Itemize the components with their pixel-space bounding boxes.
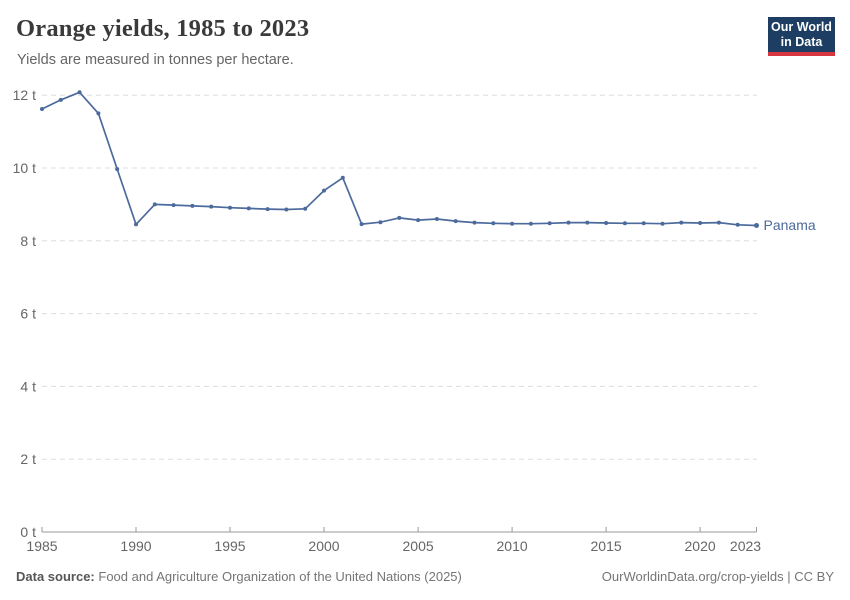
data-point-marker — [453, 219, 458, 224]
data-point-marker — [152, 202, 157, 207]
owid-logo-text: Our World in Data — [768, 17, 835, 52]
data-point-marker — [228, 205, 232, 210]
data-point-marker — [303, 206, 308, 211]
y-tick-label: 10 t — [13, 160, 36, 176]
data-point-marker — [698, 221, 703, 225]
data-point-marker — [716, 220, 721, 225]
series-line-panama[interactable] — [41, 91, 758, 227]
data-point-marker — [416, 218, 421, 223]
data-point-marker — [397, 215, 402, 220]
data-point-marker — [96, 111, 101, 116]
y-axis-tick-labels: 0 t 2 t 4 t 6 t 8 t 10 t 12 t — [13, 87, 36, 540]
chart-subtitle: Yields are measured in tonnes per hectar… — [17, 52, 294, 68]
data-point-marker — [528, 221, 533, 226]
data-point-marker — [641, 221, 646, 226]
data-source-text: Food and Agriculture Organization of the… — [98, 569, 462, 584]
data-point-marker — [246, 206, 251, 211]
data-point-marker — [585, 220, 590, 225]
data-point-marker — [359, 222, 364, 227]
owid-logo-line1: Our World — [771, 20, 832, 34]
data-point-marker — [434, 217, 439, 221]
x-tick-label: 2020 — [685, 538, 716, 554]
x-tick-label: 1985 — [26, 538, 57, 554]
data-point-marker — [660, 221, 665, 226]
y-tick-label: 12 t — [13, 87, 36, 103]
y-tick-label: 8 t — [20, 233, 36, 249]
data-point-marker — [115, 167, 120, 172]
data-point-marker — [265, 207, 270, 212]
data-point-marker — [284, 207, 289, 212]
data-point-marker — [735, 222, 740, 227]
owid-logo-red-bar — [768, 51, 835, 56]
x-tick-label: 1995 — [214, 538, 245, 554]
data-point-marker — [604, 221, 609, 225]
data-point-marker — [209, 204, 214, 209]
series-markers-panama — [40, 90, 759, 228]
data-point-marker — [171, 203, 176, 208]
data-point-marker — [378, 220, 383, 225]
data-point-marker — [754, 223, 759, 228]
data-point-marker — [340, 175, 345, 180]
data-point-marker — [190, 203, 195, 208]
data-point-marker — [134, 222, 138, 227]
owid-url-link[interactable]: OurWorldinData.org/crop-yields — [601, 569, 784, 584]
data-source-note: Data source: Food and Agriculture Organi… — [16, 569, 462, 584]
data-point-marker — [322, 188, 326, 193]
owid-logo[interactable]: Our World in Data — [768, 17, 835, 56]
x-axis — [41, 527, 757, 533]
y-gridlines — [42, 94, 757, 460]
data-source-label: Data source: — [16, 569, 95, 584]
series-end-label-panama[interactable]: Panama — [764, 217, 816, 233]
footer-links: OurWorldinData.org/crop-yields | CC BY — [602, 569, 834, 584]
data-point-marker — [58, 97, 63, 102]
license-link[interactable]: CC BY — [794, 569, 834, 584]
y-tick-label: 4 t — [20, 378, 36, 394]
y-tick-label: 2 t — [20, 451, 36, 467]
chart-footer: Data source: Food and Agriculture Organi… — [16, 569, 834, 584]
x-axis-tick-labels: 1985 1990 1995 2000 2005 2010 2015 2020 2023 — [26, 538, 761, 554]
data-point-marker — [679, 220, 684, 225]
data-point-marker — [472, 220, 477, 225]
owid-logo-line2: in Data — [780, 34, 823, 49]
data-point-marker — [510, 221, 515, 226]
x-tick-label: 1990 — [120, 538, 151, 554]
x-tick-label: 2015 — [591, 538, 622, 554]
x-tick-label: 2005 — [403, 538, 434, 554]
data-point-marker — [622, 221, 627, 226]
data-point-marker — [491, 221, 496, 226]
x-tick-label: 2010 — [497, 538, 528, 554]
footer-separator: | — [787, 569, 791, 584]
y-tick-label: 6 t — [20, 306, 36, 322]
data-point-marker — [77, 90, 82, 95]
data-point-marker — [566, 220, 571, 225]
data-point-marker — [547, 221, 552, 226]
page-title: Orange yields, 1985 to 2023 — [16, 15, 310, 42]
x-tick-label: 2000 — [308, 538, 339, 554]
y-tick-label: 0 t — [20, 524, 36, 540]
x-tick-label: 2023 — [730, 538, 761, 554]
data-point-marker — [40, 107, 44, 111]
